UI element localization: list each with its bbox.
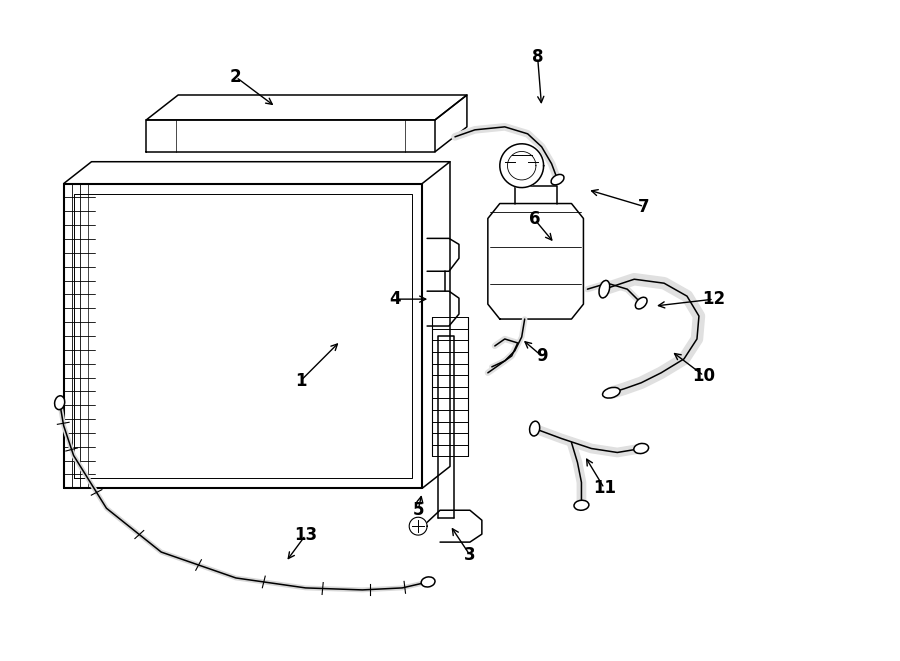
Text: 3: 3 [464, 546, 476, 564]
Ellipse shape [599, 280, 609, 298]
Ellipse shape [634, 444, 649, 453]
Ellipse shape [529, 421, 540, 436]
Polygon shape [500, 144, 544, 188]
Text: 8: 8 [532, 48, 544, 66]
Text: 13: 13 [294, 526, 317, 544]
Text: 5: 5 [412, 501, 424, 520]
Text: 7: 7 [638, 198, 650, 215]
Text: 2: 2 [230, 68, 242, 86]
Text: 1: 1 [295, 371, 306, 390]
Polygon shape [410, 517, 427, 535]
Ellipse shape [603, 387, 620, 398]
Text: 4: 4 [390, 290, 401, 308]
Text: 6: 6 [529, 210, 540, 229]
Text: 10: 10 [692, 367, 716, 385]
Text: 9: 9 [536, 347, 547, 365]
Ellipse shape [574, 500, 589, 510]
Ellipse shape [635, 297, 647, 309]
Text: 12: 12 [702, 290, 725, 308]
Text: 11: 11 [593, 479, 616, 497]
Ellipse shape [421, 577, 435, 587]
Ellipse shape [55, 396, 65, 410]
Ellipse shape [551, 175, 564, 185]
